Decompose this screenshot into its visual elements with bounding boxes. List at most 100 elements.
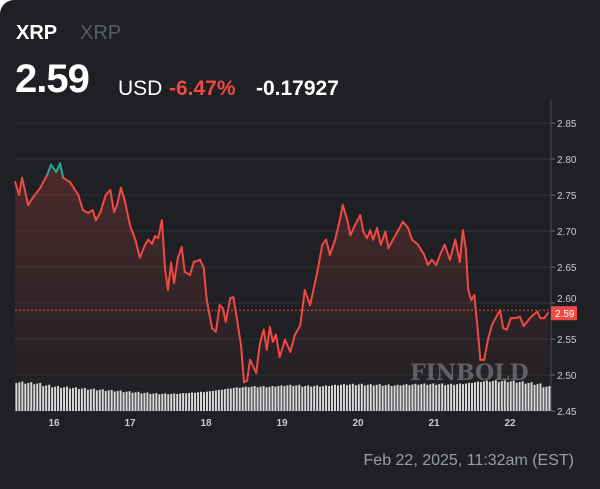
price-line-segment <box>116 186 122 207</box>
price-line-segment <box>160 219 166 269</box>
change-absolute: -0.17927 <box>256 77 339 100</box>
timestamp: Feb 22, 2025, 11:32am (EST) <box>363 452 574 469</box>
price-line-segment <box>236 319 242 346</box>
price-line-segment <box>461 229 467 251</box>
price-line-segment <box>341 204 349 222</box>
y-tick-label: 2.85 <box>557 119 577 130</box>
price-line-segment <box>138 243 147 259</box>
price-line-segment <box>68 181 80 196</box>
price-line-segment <box>170 261 176 284</box>
price-line-segment <box>299 289 306 327</box>
price-line-segment <box>376 227 382 246</box>
x-tick-label: 19 <box>276 418 288 429</box>
price-line-segment <box>334 219 341 241</box>
volume-bar <box>548 386 551 411</box>
price-line-segment <box>410 238 420 246</box>
price-line-segment <box>435 253 442 266</box>
price-line-segment <box>113 204 119 214</box>
x-tick-label: 16 <box>48 418 60 429</box>
price-line-segment <box>536 310 542 320</box>
price-line-segment <box>522 319 530 328</box>
price-line-segment <box>119 186 126 202</box>
price-line-segment <box>458 229 464 263</box>
price-line-segment <box>202 266 208 302</box>
price-line-segment <box>249 358 258 374</box>
price-line-segment <box>129 224 137 241</box>
finbold-watermark: FINBOLD <box>410 360 529 386</box>
x-tick-label: 22 <box>504 418 516 429</box>
price-line-segment <box>62 176 71 184</box>
price-line-segment <box>448 238 457 261</box>
price-line-segment <box>99 194 107 214</box>
price-line-segment <box>180 245 186 274</box>
price-line-segment <box>109 188 116 214</box>
last-price-badge <box>551 306 577 321</box>
price-line-segment <box>293 324 302 336</box>
symbol: XRP <box>16 22 58 44</box>
y-tick-label: 2.60 <box>557 294 577 305</box>
price-line-segment <box>407 227 413 241</box>
price-line-segment <box>214 304 221 333</box>
price-line-segment <box>499 309 505 330</box>
price-line-segment <box>46 163 52 176</box>
y-tick-label: 2.65 <box>557 263 577 274</box>
price-line-segment <box>134 238 141 259</box>
price-line-segment <box>353 214 362 227</box>
y-tick-label: 2.80 <box>557 155 577 166</box>
price-line-segment <box>483 338 489 361</box>
current-price: 2.59 <box>15 57 90 101</box>
y-tick-label: 2.75 <box>557 191 577 202</box>
price-line-segment <box>316 243 324 271</box>
price-line-segment <box>255 342 261 374</box>
price-line-segment <box>490 314 499 327</box>
price-line-segment <box>239 343 245 384</box>
x-tick-label: 18 <box>200 418 212 429</box>
price-line-segment <box>486 324 493 341</box>
price-line-segment <box>94 211 102 222</box>
price-line-segment <box>338 204 344 222</box>
x-tick-label: 17 <box>124 418 136 429</box>
price-line-segment <box>379 230 387 246</box>
price-line-segment <box>123 199 131 227</box>
price-line-segment <box>372 227 378 241</box>
price-line-segment <box>543 312 549 320</box>
price-line-segment <box>505 317 512 331</box>
price-line-segment <box>265 325 271 351</box>
price-line-segment <box>430 258 438 266</box>
price-line-segment <box>349 224 356 237</box>
price-line-segment <box>387 238 394 250</box>
price-line-segment <box>284 338 292 353</box>
price-line-segment <box>384 230 390 250</box>
y-tick-label: 2.70 <box>557 227 577 238</box>
price-line-segment <box>151 235 157 245</box>
price-line-segment <box>359 214 365 233</box>
price-line-segment <box>59 162 65 179</box>
change-percent: -6.47% <box>169 77 236 100</box>
price-line-segment <box>426 258 433 266</box>
y-tick-label: 2.50 <box>557 371 577 382</box>
price-line-segment <box>391 229 400 241</box>
x-tick-label: 20 <box>352 418 364 429</box>
price-line-segment <box>27 196 34 207</box>
price-line-segment <box>346 219 352 237</box>
price-line-segment <box>21 176 30 207</box>
price-line-segment <box>518 315 525 328</box>
price-line-segment <box>198 258 205 269</box>
price-line-segment <box>531 310 539 317</box>
price-line-segment <box>173 256 179 284</box>
price-line-segment <box>268 325 274 343</box>
price-line-segment <box>192 258 201 263</box>
price-line-segment <box>189 260 195 276</box>
price-line-segment <box>303 289 312 307</box>
price-line-segment <box>91 209 97 222</box>
asset-name: XRP <box>80 22 122 44</box>
price-line-segment <box>454 238 461 263</box>
price-line-segment <box>232 296 239 322</box>
price-line-segment <box>31 186 42 199</box>
price-line-segment <box>205 299 214 330</box>
price-line-segment <box>401 220 410 230</box>
price-line-segment <box>77 194 84 212</box>
currency: USD <box>118 77 163 100</box>
price-line-segment <box>246 358 252 382</box>
